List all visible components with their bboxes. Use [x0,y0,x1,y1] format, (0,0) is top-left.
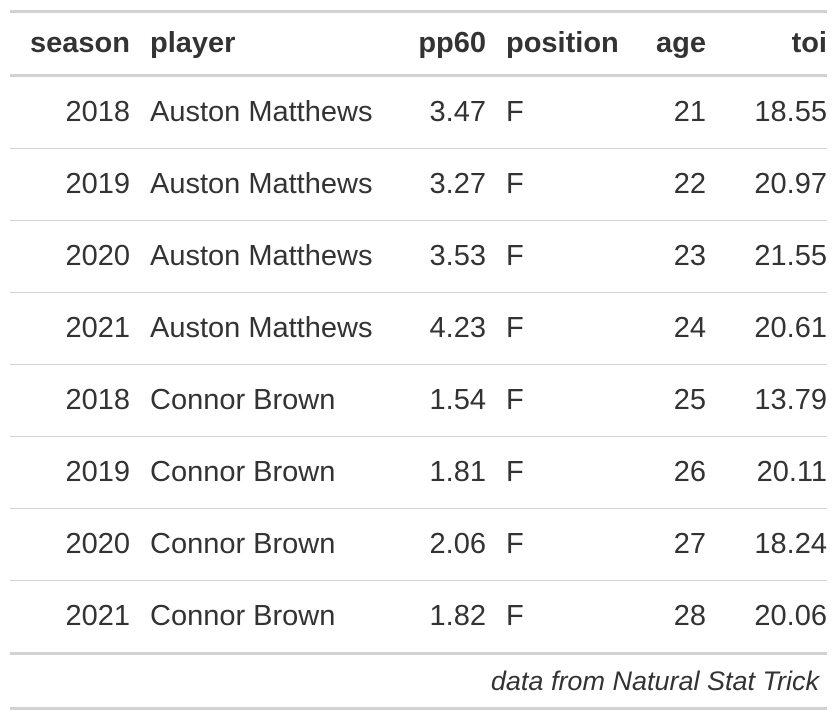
column-header-age: age [656,27,706,59]
data-table-container: season player pp60 position age toi 2018… [10,10,827,710]
column-header-toi: toi [791,27,827,59]
cell-season: 2018 [65,384,130,416]
cell-toi: 20.61 [754,312,827,344]
cell-pp60: 3.53 [429,240,486,272]
cell-toi: 20.11 [756,456,827,488]
cell-age: 26 [673,456,706,488]
cell-position: F [506,168,524,200]
source-note-row: data from Natural Stat Trick [10,653,827,709]
cell-toi: 21.55 [754,240,827,272]
column-header-player: player [150,27,236,59]
cell-player: Auston Matthews [150,240,373,272]
cell-player: Auston Matthews [150,168,373,200]
cell-position: F [506,600,524,632]
source-note: data from Natural Stat Trick [490,665,819,696]
table-row: 2018 Connor Brown 1.54 F 25 13.79 [10,365,827,437]
cell-age: 23 [673,240,706,272]
cell-player: Auston Matthews [150,312,373,344]
cell-age: 28 [673,600,706,632]
cell-season: 2021 [65,312,130,344]
table-row: 2020 Auston Matthews 3.53 F 23 21.55 [10,221,827,293]
cell-pp60: 3.27 [429,168,486,200]
cell-position: F [506,96,524,128]
cell-pp60: 1.81 [429,456,486,488]
cell-season: 2020 [65,240,130,272]
cell-age: 27 [673,528,706,560]
cell-player: Auston Matthews [150,96,373,128]
cell-pp60: 3.47 [429,96,486,128]
cell-position: F [506,312,524,344]
cell-season: 2019 [65,456,130,488]
table-body: 2018 Auston Matthews 3.47 F 21 18.55 2019 Austo… [10,76,827,654]
header-row: season player pp60 position age toi [10,11,827,76]
cell-toi: 18.55 [754,96,827,128]
cell-pp60: 1.54 [429,384,486,416]
cell-player: Connor Brown [150,456,336,488]
cell-toi: 18.24 [754,528,827,560]
cell-season: 2019 [65,168,130,200]
cell-toi: 13.79 [754,384,827,416]
cell-age: 21 [673,96,706,128]
cell-season: 2020 [65,528,130,560]
cell-position: F [506,456,524,488]
cell-pp60: 1.82 [429,600,486,632]
cell-player: Connor Brown [150,384,336,416]
cell-pp60: 4.23 [429,312,486,344]
table-row: 2019 Connor Brown 1.81 F 26 20.11 [10,437,827,509]
cell-position: F [506,384,524,416]
cell-age: 24 [673,312,706,344]
table-row: 2018 Auston Matthews 3.47 F 21 18.55 [10,76,827,149]
table-row: 2020 Connor Brown 2.06 F 27 18.24 [10,509,827,581]
cell-pp60: 2.06 [429,528,486,560]
data-table: season player pp60 position age toi 2018… [10,10,827,710]
cell-age: 22 [673,168,706,200]
column-header-season: season [30,27,130,59]
cell-toi: 20.06 [754,600,827,632]
table-row: 2021 Connor Brown 1.82 F 28 20.06 [10,581,827,654]
cell-season: 2021 [65,600,130,632]
cell-player: Connor Brown [150,528,336,560]
cell-position: F [506,240,524,272]
cell-toi: 20.97 [754,168,827,200]
column-header-position: position [506,27,619,59]
column-header-pp60: pp60 [418,27,486,59]
cell-season: 2018 [65,96,130,128]
table-row: 2019 Auston Matthews 3.27 F 22 20.97 [10,149,827,221]
cell-position: F [506,528,524,560]
cell-player: Connor Brown [150,600,336,632]
cell-age: 25 [673,384,706,416]
table-row: 2021 Auston Matthews 4.23 F 24 20.61 [10,293,827,365]
